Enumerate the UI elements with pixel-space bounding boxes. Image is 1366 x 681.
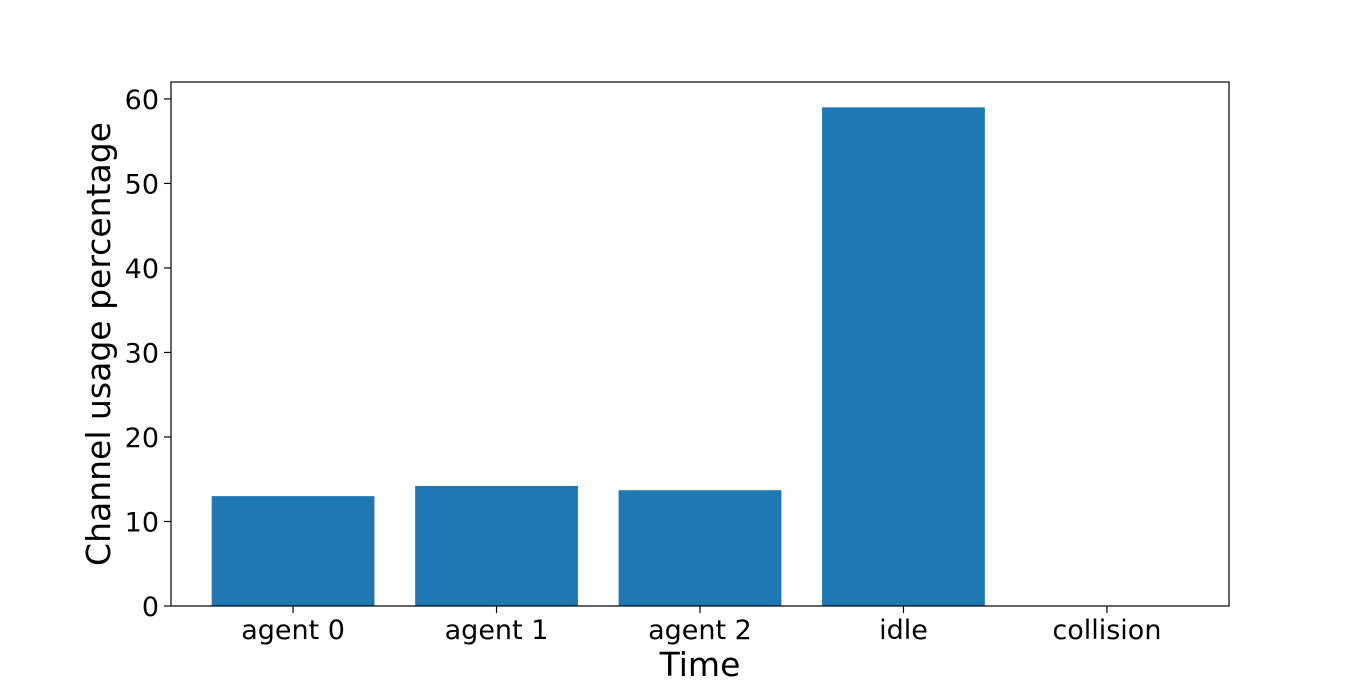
y-tick-label: 10: [125, 507, 159, 538]
bar-agent-0: [211, 496, 375, 606]
y-tick-label: 20: [125, 423, 159, 454]
y-tick-label: 30: [125, 338, 159, 369]
bar-idle: [822, 107, 985, 607]
bar-agent-2: [618, 490, 782, 606]
bars-group: [211, 107, 985, 607]
x-tick-label-agent-1: agent 1: [445, 615, 549, 646]
y-axis-ticks: 0 10 20 30 40 50 60: [125, 85, 171, 623]
bar-agent-1: [415, 485, 578, 606]
x-tick-label-agent-2: agent 2: [648, 615, 752, 646]
y-tick-label: 50: [125, 169, 159, 200]
y-tick-label: 60: [125, 85, 159, 116]
x-tick-label-collision: collision: [1052, 615, 1161, 646]
x-tick-label-idle: idle: [879, 615, 928, 646]
x-axis-ticks: agent 0 agent 1 agent 2 idle collision: [241, 606, 1161, 646]
x-tick-label-agent-0: agent 0: [241, 615, 345, 646]
y-tick-label: 0: [142, 592, 159, 623]
x-axis-label: Time: [659, 645, 741, 681]
y-tick-label: 40: [125, 254, 159, 285]
y-axis-label: Channel usage percentage: [79, 122, 118, 566]
